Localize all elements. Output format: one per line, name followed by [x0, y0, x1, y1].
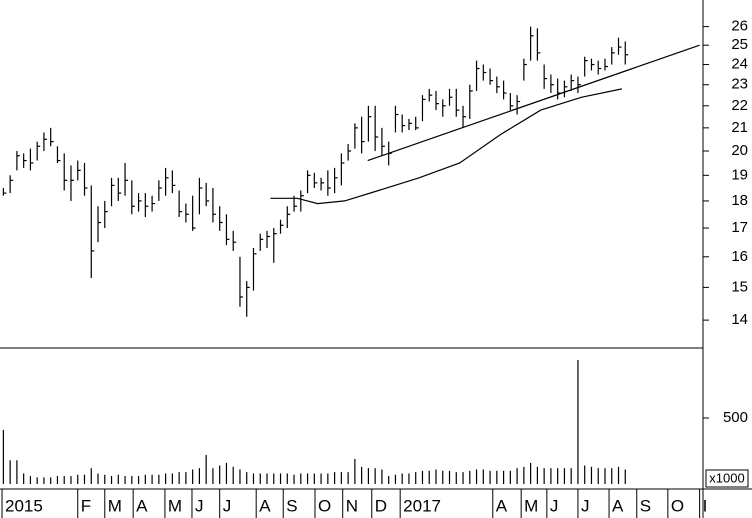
y-tick-label: 25 — [731, 36, 748, 53]
x-tick-label: O — [671, 496, 684, 515]
y-tick-label: 26 — [731, 18, 748, 35]
y-tick-label: 16 — [731, 248, 748, 265]
x-tick-label: F — [81, 496, 91, 515]
x-tick-label: D — [375, 496, 387, 515]
x-tick-label: J — [223, 496, 232, 515]
unit-box — [705, 469, 749, 488]
trend-line — [367, 44, 700, 162]
x-tick-label: A — [259, 496, 271, 515]
x-tick-label: 2017 — [403, 496, 441, 515]
x-tick-label: J — [195, 496, 204, 515]
y-tick-label: 15 — [731, 278, 748, 295]
x-tick-label: O — [318, 496, 331, 515]
y-tick-label: 18 — [731, 192, 748, 209]
y-tick-label: 22 — [731, 97, 748, 114]
y-tick-label: 17 — [731, 219, 748, 236]
x-tick-label: S — [640, 496, 651, 515]
y-tick-label: 14 — [731, 311, 748, 328]
x-tick-label: S — [286, 496, 297, 515]
volume-unit: x1000 — [709, 470, 744, 485]
x-tick-label: N — [346, 496, 358, 515]
x-tick-label: A — [496, 496, 508, 515]
x-tick-label: J — [581, 496, 590, 515]
x-tick-label: 2015 — [5, 496, 43, 515]
x-tick-label: J — [550, 496, 559, 515]
y-tick-label: 20 — [731, 142, 748, 159]
x-tick-label: M — [524, 496, 538, 515]
y-tick-label: 24 — [731, 56, 748, 73]
x-tick-label: M — [168, 496, 182, 515]
x-tick-label: A — [136, 496, 148, 515]
moving-average-line — [270, 88, 623, 205]
x-tick-label: M — [108, 496, 122, 515]
x-tick-label: A — [612, 496, 624, 515]
volume-tick-label: 500 — [723, 409, 748, 426]
x-tick-label: I — [703, 496, 708, 515]
y-tick-label: 21 — [731, 119, 748, 136]
y-tick-label: 19 — [731, 166, 748, 183]
y-tick-label: 23 — [731, 76, 748, 93]
